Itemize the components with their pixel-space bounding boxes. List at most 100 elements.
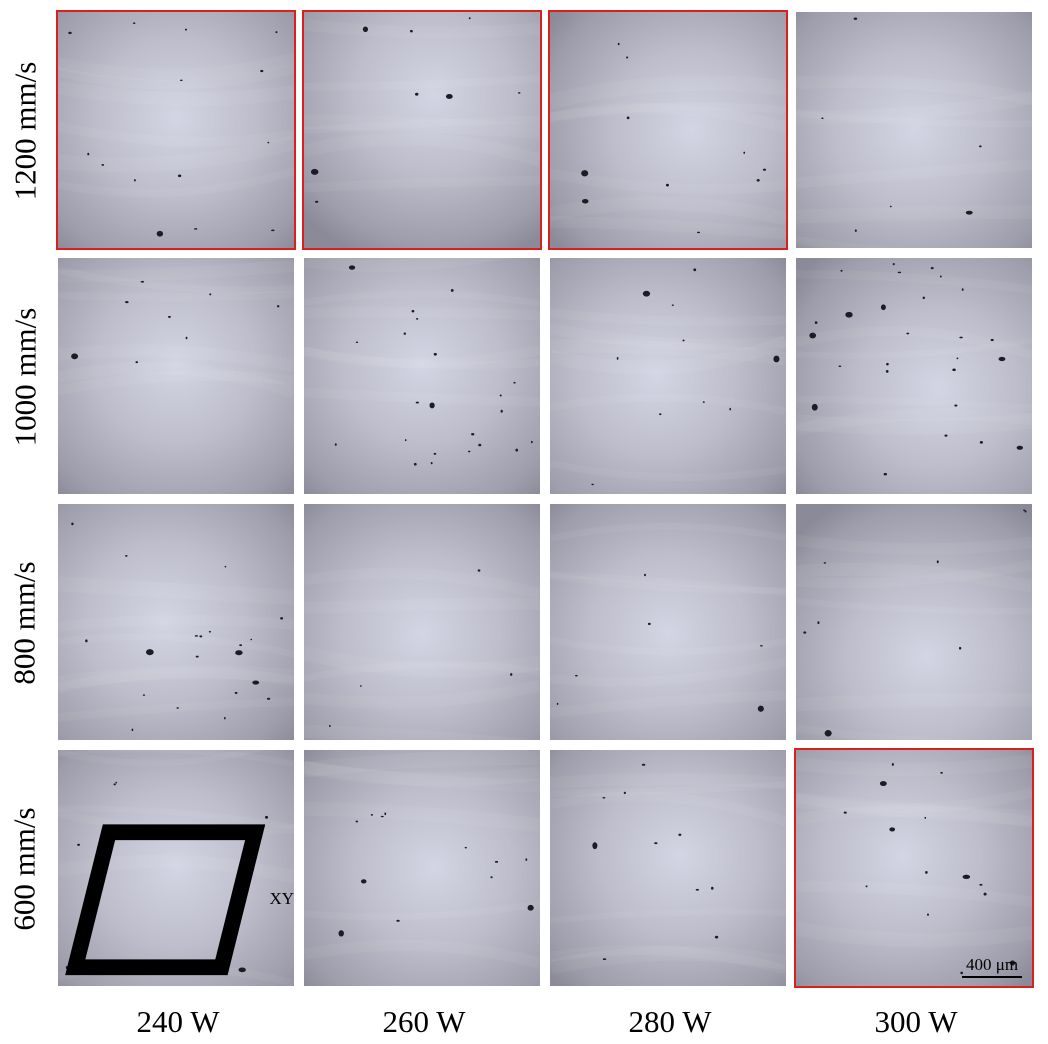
micrograph-image <box>304 12 540 248</box>
pore-defect <box>403 332 406 335</box>
row-label-text: 1200 mm/s <box>7 61 42 201</box>
micrograph-image <box>796 504 1032 740</box>
pore-defect <box>581 198 589 204</box>
row-label-800: 800 mm/s <box>0 502 50 744</box>
pore-defect <box>880 304 886 311</box>
pore-defect <box>647 622 651 626</box>
pore-defect <box>252 680 260 685</box>
pore-defect <box>199 635 203 638</box>
pore-defect <box>961 288 964 291</box>
pore-defect <box>592 842 598 850</box>
micrograph-panel <box>302 502 542 742</box>
pore-defect <box>384 812 387 816</box>
pore-defect <box>224 565 227 568</box>
pore-defect <box>134 178 136 182</box>
pore-defect <box>140 280 145 283</box>
pore-defect <box>131 728 134 732</box>
pore-defect <box>413 462 417 466</box>
pore-defect <box>513 381 516 384</box>
pore-defect <box>224 716 226 720</box>
pore-defect <box>467 450 471 453</box>
pore-defect <box>135 361 139 364</box>
pore-defect <box>892 263 895 266</box>
micrograph-image <box>550 504 786 740</box>
pore-defect <box>927 913 929 916</box>
pore-defect <box>759 645 763 647</box>
pore-defect <box>886 362 889 366</box>
pore-defect <box>156 230 164 237</box>
pore-defect <box>940 771 943 774</box>
pore-defect <box>659 413 662 416</box>
pore-defect <box>85 639 88 643</box>
pore-defect <box>840 269 843 272</box>
pore-defect <box>360 879 367 884</box>
pore-defect <box>329 724 331 728</box>
pore-defect <box>602 797 606 799</box>
pore-defect <box>195 655 199 658</box>
col-label-240: 240 W <box>136 1004 220 1039</box>
pore-defect <box>838 365 842 368</box>
pore-defect <box>468 17 471 20</box>
micrograph-panel <box>548 256 788 496</box>
micrograph-image <box>550 258 786 494</box>
pore-defect <box>574 674 578 677</box>
pore-defect <box>525 858 528 861</box>
pore-defect <box>71 353 79 360</box>
pore-defect <box>824 729 832 737</box>
pore-defect <box>626 116 630 120</box>
pore-defect <box>998 356 1006 362</box>
pore-defect <box>416 318 419 320</box>
pore-defect <box>355 820 359 823</box>
pore-defect <box>184 28 187 31</box>
pore-defect <box>334 443 337 446</box>
pore-defect <box>1023 509 1026 512</box>
pore-defect <box>380 815 384 818</box>
pore-defect <box>897 271 902 274</box>
pore-defect <box>678 833 682 836</box>
row-label-1000: 1000 mm/s <box>0 256 50 498</box>
pore-defect <box>889 205 892 208</box>
pore-defect <box>979 883 983 886</box>
pore-defect <box>965 210 973 215</box>
pore-defect <box>464 846 467 849</box>
micrograph-panel <box>794 10 1034 250</box>
pore-defect <box>125 301 129 304</box>
col-label-300: 300 W <box>874 1004 958 1039</box>
pore-defect <box>714 935 719 939</box>
pore-defect <box>250 638 253 641</box>
pore-defect <box>310 168 319 175</box>
pore-defect <box>757 705 764 712</box>
pore-defect <box>209 293 212 296</box>
micrograph-image <box>58 504 294 740</box>
pore-defect <box>515 448 519 452</box>
pore-defect <box>814 321 818 324</box>
pore-defect <box>276 305 280 308</box>
pore-defect <box>267 141 270 144</box>
pore-defect <box>235 650 243 656</box>
plane-label: XY <box>269 889 294 909</box>
pore-defect <box>821 117 824 119</box>
pore-defect <box>958 646 962 650</box>
pore-defect <box>101 163 105 166</box>
pore-defect <box>823 562 827 564</box>
pore-defect <box>743 151 746 154</box>
pore-defect <box>360 685 362 687</box>
pore-defect <box>185 336 188 340</box>
pore-defect <box>665 183 669 187</box>
pore-defect <box>1024 510 1027 513</box>
pore-defect <box>809 332 817 339</box>
pore-defect <box>843 811 847 814</box>
pore-defect <box>445 94 453 99</box>
pore-defect <box>478 443 482 447</box>
pore-defect <box>264 815 269 819</box>
micrograph-panel <box>794 256 1034 496</box>
pore-defect <box>644 573 646 577</box>
micrograph-panel <box>548 748 788 988</box>
scale-bar-label: 400 μm <box>965 955 1019 974</box>
pore-defect <box>702 401 705 403</box>
pore-defect <box>125 554 128 557</box>
micrograph-panel <box>56 10 296 250</box>
pore-defect <box>936 560 939 564</box>
pore-defect <box>494 860 499 863</box>
pore-defect <box>176 707 179 709</box>
